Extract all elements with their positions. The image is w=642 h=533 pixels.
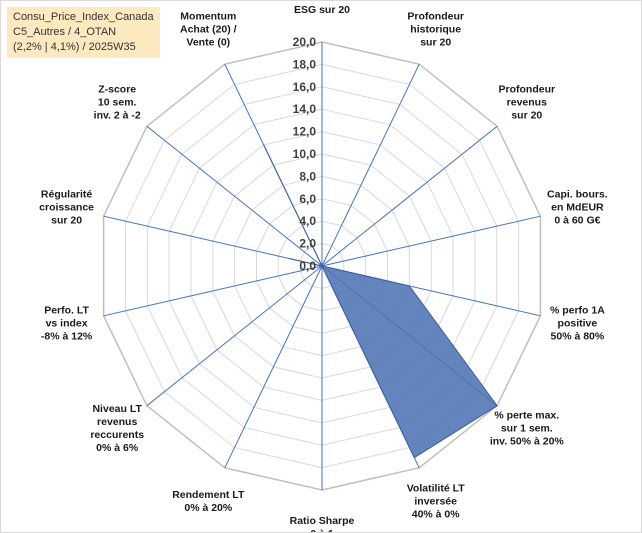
axis-label-line: inv. 50% à 20% xyxy=(489,435,564,448)
axis-label-line: 0 à 1 xyxy=(290,528,355,532)
axis-label-line: 0 à 60 G€ xyxy=(554,214,601,227)
axis-label-line: -8% à 12% xyxy=(40,330,93,343)
axis-label: Perfo. LT vs index -8% à 12% xyxy=(41,305,92,344)
axis-spoke xyxy=(146,125,323,267)
r-tick-label: 2,0 xyxy=(299,237,316,251)
axis-label: Ratio Sharpe0 à 1 xyxy=(289,515,355,532)
axis-label: Z-score 10 sem. inv. 2 à -2 xyxy=(94,83,141,122)
axis-spoke xyxy=(103,265,323,317)
axis-spoke xyxy=(224,265,323,469)
r-tick-label: 6,0 xyxy=(299,192,316,206)
axis-label-line: Momentum xyxy=(180,10,237,23)
axis-label-line: positive xyxy=(557,317,598,330)
r-tick-label: 0,0 xyxy=(299,259,316,273)
axis-label: Volatilité LT inversée 40% à 0% xyxy=(407,483,465,522)
axis-label: Rendement LT 0% à 20% xyxy=(172,489,244,515)
axis-label-line: 50% à 80% xyxy=(550,330,605,343)
r-tick-label: 16,0 xyxy=(293,80,317,94)
axis-label-line: inversée xyxy=(414,495,457,508)
axis-label-line: 10 sem. xyxy=(97,96,137,109)
axis-label-line: Achat (20) / xyxy=(179,23,237,36)
axis-spoke xyxy=(321,63,420,267)
axis-label-line: 0% à 6% xyxy=(96,442,139,455)
axis-label-line: 0% à 20% xyxy=(184,502,233,515)
axis-label: Profondeur historique sur 20 xyxy=(407,10,464,49)
axis-spoke xyxy=(146,265,323,407)
data-area xyxy=(263,144,498,459)
axis-label-line: Ratio Sharpe xyxy=(289,515,355,527)
chart-title-box: Consu_Price_Index_Canada C5_Autres / 4_O… xyxy=(7,7,160,58)
axis-spoke xyxy=(321,215,541,267)
axis-label-line: % perfo 1A xyxy=(549,304,605,317)
axis-label-line: ESG sur 20 xyxy=(293,4,351,16)
axis-label-line: sur 20 xyxy=(511,109,543,122)
axis-label-line: Volatilité LT xyxy=(406,482,465,495)
axis-label-line: croissance xyxy=(39,201,95,214)
r-tick-label: 20,0 xyxy=(293,35,317,49)
axis-label: Niveau LT revenus reccurents 0% à 6% xyxy=(90,403,144,455)
title-line-3: (2,2% | 4,1%) / 2025W35 xyxy=(13,41,136,53)
axis-spoke xyxy=(321,125,498,267)
axis-label-line: Capi. bours. xyxy=(547,188,608,201)
title-line-2: C5_Autres / 4_OTAN xyxy=(13,26,117,38)
axis-label-line: revenus xyxy=(506,96,547,109)
axis-label-line: sur 20 xyxy=(51,214,83,227)
axis-label-line: Régularité xyxy=(40,188,93,201)
r-tick-label: 8,0 xyxy=(299,169,316,183)
r-tick-label: 14,0 xyxy=(293,102,317,116)
axis-label-line: reccurents xyxy=(90,429,145,442)
axis-label: Profondeur revenus sur 20 xyxy=(499,83,556,122)
axis-label-line: Z-score xyxy=(98,83,137,96)
axis-label-line: 40% à 0% xyxy=(411,508,460,521)
axis-label-line: sur 1 sem. xyxy=(500,422,553,435)
title-line-1: Consu_Price_Index_Canada xyxy=(13,11,154,23)
axis-label-line: Perfo. LT xyxy=(44,304,89,317)
r-tick-label: 4,0 xyxy=(299,214,316,228)
axis-label-line: revenus xyxy=(97,416,138,429)
axis-spoke xyxy=(103,215,323,267)
axis-label-line: % perte max. xyxy=(494,409,560,422)
axis-label: Régularité croissance sur 20 xyxy=(39,188,94,227)
axis-label-line: sur 20 xyxy=(420,36,452,49)
axis-label-line: Profondeur xyxy=(407,10,464,23)
axis-label: NoteESG sur 20 xyxy=(293,1,351,17)
axis-label-line: Niveau LT xyxy=(92,403,142,416)
axis-label: Capi. bours. en MdEUR 0 à 60 G€ xyxy=(547,188,608,227)
axis-label-line: Rendement LT xyxy=(172,489,245,502)
axis-label-line: Note xyxy=(294,1,350,4)
axis-label-line: vs index xyxy=(45,317,88,330)
r-tick-label: 12,0 xyxy=(293,125,317,139)
axis-label-line: historique xyxy=(410,23,462,36)
r-tick-label: 10,0 xyxy=(293,147,317,161)
axis-label: % perte max. sur 1 sem. inv. 50% à 20% xyxy=(490,410,564,449)
r-tick-label: 18,0 xyxy=(293,57,317,71)
axis-label: Momentum Achat (20) / Vente (0) xyxy=(180,10,237,49)
axis-label-line: Profondeur xyxy=(498,83,556,96)
axis-label-line: en MdEUR xyxy=(551,201,604,214)
axis-label-line: inv. 2 à -2 xyxy=(93,109,141,122)
axis-label: % perfo 1A positive 50% à 80% xyxy=(550,305,605,344)
axis-label-line: Vente (0) xyxy=(186,36,231,49)
